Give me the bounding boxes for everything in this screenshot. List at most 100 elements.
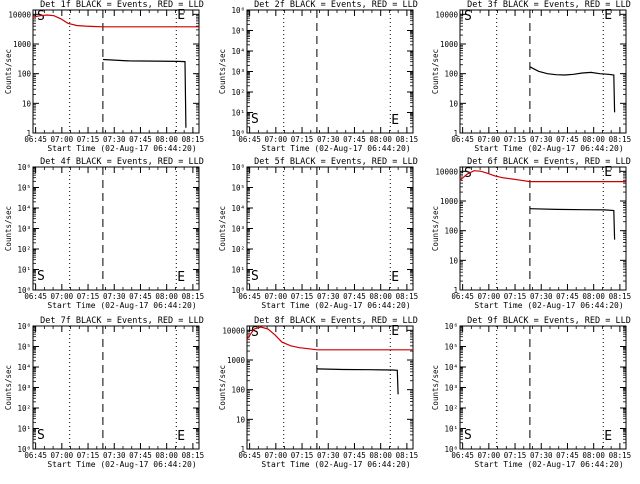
x-tick-label: 06:45 [24, 292, 47, 301]
x-axis-label: Start Time (02-Aug-17 06:44:20) [47, 144, 196, 153]
end-marker: E [391, 113, 399, 128]
x-tick-label: 07:15 [504, 451, 527, 460]
x-tick-label: 07:15 [504, 135, 527, 144]
y-tick-label: 1 [240, 445, 245, 454]
x-tick-label: 06:45 [238, 292, 261, 301]
y-tick-label: 10⁴ [444, 363, 458, 372]
y-tick-label: 10¹ [231, 266, 245, 275]
x-axis-label: Start Time (02-Aug-17 06:44:20) [261, 460, 410, 469]
x-tick-label: 07:30 [103, 451, 126, 460]
x-axis-label: Start Time (02-Aug-17 06:44:20) [261, 144, 410, 153]
start-marker: S [464, 9, 472, 24]
start-marker: S [251, 325, 259, 340]
series-line-lld [32, 14, 199, 28]
y-tick-label: 10¹ [17, 425, 31, 434]
x-tick-label: 07:45 [556, 451, 579, 460]
end-marker: E [177, 8, 185, 23]
x-tick-label: 07:15 [77, 135, 100, 144]
x-tick-label: 08:15 [609, 135, 632, 144]
y-tick-label: 10⁵ [444, 343, 458, 352]
start-marker: S [251, 269, 259, 284]
x-tick-label: 07:15 [504, 292, 527, 301]
chart-panel-3: Det 3f BLACK = Events, RED = LLD 1 10 100 10… [431, 0, 631, 153]
chart-panel-4: Det 4f BLACK = Events, RED = LLD 10⁰ 10¹ 10… [4, 157, 204, 310]
y-tick-label: 10⁰ [17, 445, 31, 454]
x-tick-label: 08:15 [182, 451, 205, 460]
x-tick-label: 07:00 [478, 292, 501, 301]
x-tick-label: 08:00 [155, 451, 178, 460]
x-tick-label: 08:00 [369, 292, 392, 301]
y-tick-label: 1 [453, 129, 458, 138]
x-tick-label: 07:45 [343, 135, 366, 144]
plot-frame [32, 166, 200, 291]
y-tick-label: 10⁰ [231, 129, 245, 138]
x-tick-label: 07:00 [51, 135, 74, 144]
x-tick-label: 07:45 [343, 451, 366, 460]
y-tick-label: 10⁴ [17, 363, 31, 372]
y-tick-label: 100 [444, 70, 458, 79]
chart-title: Det 6f BLACK = Events, RED = LLD [467, 157, 631, 167]
x-tick-label: 07:45 [556, 292, 579, 301]
chart-panel-9: Det 9f BLACK = Events, RED = LLD 10⁰ 10¹ 10… [431, 316, 631, 469]
plot-frame [246, 9, 414, 134]
y-tick-label: 10⁴ [231, 204, 245, 213]
chart-panel-8: Det 8f BLACK = Events, RED = LLD 1 10 100 10… [218, 316, 418, 469]
x-tick-label: 07:00 [265, 135, 288, 144]
x-tick-label: 08:15 [182, 292, 205, 301]
x-tick-label: 08:00 [155, 135, 178, 144]
x-tick-label: 07:15 [291, 292, 314, 301]
y-tick-label: 10⁴ [17, 204, 31, 213]
y-tick-label: 100 [17, 70, 31, 79]
chart-title: Det 3f BLACK = Events, RED = LLD [467, 0, 631, 10]
y-axis-label: Counts/sec [4, 365, 13, 410]
x-tick-label: 07:30 [103, 135, 126, 144]
series-line-lld [459, 170, 626, 183]
start-marker: S [251, 112, 259, 127]
plot-frame [246, 325, 414, 450]
chart-title: Det 4f BLACK = Events, RED = LLD [40, 157, 204, 167]
chart-title: Det 8f BLACK = Events, RED = LLD [254, 316, 418, 326]
x-tick-label: 07:00 [478, 135, 501, 144]
x-tick-label: 07:15 [77, 292, 100, 301]
series-line-events [102, 58, 187, 128]
x-tick-label: 07:15 [77, 451, 100, 460]
y-tick-label: 10000 [435, 167, 458, 176]
plot-frame [32, 325, 200, 450]
y-axis-label: Counts/sec [218, 49, 227, 94]
x-tick-label: 06:45 [451, 135, 474, 144]
y-tick-label: 10 [449, 256, 459, 265]
y-tick-label: 10² [17, 404, 31, 413]
x-tick-label: 07:30 [530, 292, 553, 301]
x-tick-label: 08:00 [582, 292, 605, 301]
x-tick-label: 07:30 [317, 135, 340, 144]
y-tick-label: 10⁵ [231, 27, 245, 36]
x-tick-label: 08:15 [609, 292, 632, 301]
y-tick-label: 1000 [13, 40, 32, 49]
y-tick-label: 10⁵ [17, 184, 31, 193]
y-tick-label: 10³ [17, 225, 31, 234]
x-tick-label: 07:30 [103, 292, 126, 301]
y-tick-label: 1 [26, 129, 31, 138]
y-tick-label: 10 [22, 99, 32, 108]
x-axis-label: Start Time (02-Aug-17 06:44:20) [474, 460, 623, 469]
chart-panel-1: Det 1f BLACK = Events, RED = LLD 1 10 100 10… [4, 0, 204, 153]
y-tick-label: 10⁶ [231, 6, 245, 15]
y-tick-label: 10000 [8, 10, 31, 19]
x-tick-label: 07:30 [317, 451, 340, 460]
end-marker: E [604, 165, 612, 180]
y-tick-label: 10⁰ [17, 286, 31, 295]
x-tick-label: 06:45 [238, 135, 261, 144]
x-tick-label: 07:00 [51, 451, 74, 460]
y-tick-label: 10² [231, 245, 245, 254]
x-tick-label: 07:15 [291, 451, 314, 460]
y-tick-label: 10⁰ [231, 286, 245, 295]
y-tick-label: 10¹ [231, 109, 245, 118]
x-tick-label: 06:45 [24, 135, 47, 144]
y-axis-label: Counts/sec [4, 206, 13, 251]
y-axis-label: Counts/sec [4, 49, 13, 94]
x-tick-label: 08:15 [396, 451, 419, 460]
y-axis-label: Counts/sec [218, 365, 227, 410]
end-marker: E [391, 324, 399, 339]
y-tick-label: 10 [236, 415, 246, 424]
x-tick-label: 08:15 [182, 135, 205, 144]
